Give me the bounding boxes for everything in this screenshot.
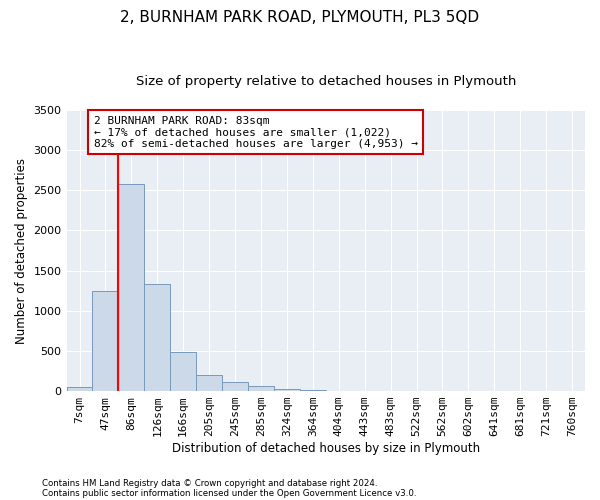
Bar — [274, 388, 300, 391]
Y-axis label: Number of detached properties: Number of detached properties — [15, 158, 28, 344]
Bar — [170, 352, 196, 391]
Bar — [67, 387, 92, 391]
Title: Size of property relative to detached houses in Plymouth: Size of property relative to detached ho… — [136, 75, 516, 88]
Text: 2 BURNHAM PARK ROAD: 83sqm
← 17% of detached houses are smaller (1,022)
82% of s: 2 BURNHAM PARK ROAD: 83sqm ← 17% of deta… — [94, 116, 418, 149]
Bar — [196, 375, 222, 391]
Bar — [92, 290, 118, 391]
Text: 2, BURNHAM PARK ROAD, PLYMOUTH, PL3 5QD: 2, BURNHAM PARK ROAD, PLYMOUTH, PL3 5QD — [121, 10, 479, 25]
X-axis label: Distribution of detached houses by size in Plymouth: Distribution of detached houses by size … — [172, 442, 480, 455]
Bar — [118, 184, 145, 391]
Bar — [248, 386, 274, 391]
Text: Contains public sector information licensed under the Open Government Licence v3: Contains public sector information licen… — [42, 488, 416, 498]
Text: Contains HM Land Registry data © Crown copyright and database right 2024.: Contains HM Land Registry data © Crown c… — [42, 478, 377, 488]
Bar — [300, 390, 326, 391]
Bar — [145, 284, 170, 391]
Bar — [222, 382, 248, 391]
